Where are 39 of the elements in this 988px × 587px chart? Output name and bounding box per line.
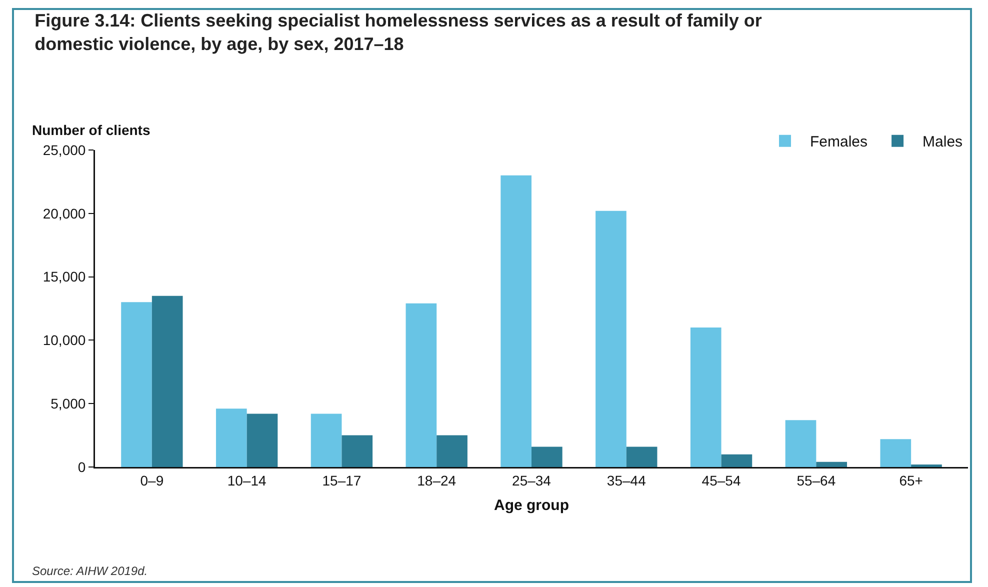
x-tick-label: 65+	[899, 472, 923, 488]
bar	[532, 446, 562, 467]
x-tick-label: 55–64	[796, 472, 836, 488]
bar	[121, 302, 152, 467]
y-tick-label: 25,000	[42, 142, 86, 158]
y-tick-label: 5,000	[50, 396, 86, 412]
x-tick-label: 35–44	[606, 472, 646, 488]
legend-label: Males	[922, 134, 963, 151]
bar	[816, 462, 848, 467]
bar	[406, 303, 437, 467]
bar	[785, 420, 816, 467]
x-tick-label: 15–17	[322, 472, 362, 488]
bar	[152, 296, 183, 467]
x-tick-label: 0–9	[140, 472, 164, 488]
y-tick-label: 20,000	[42, 205, 86, 222]
y-tick-label: 0	[78, 458, 86, 475]
x-tick-label: 10–14	[227, 472, 267, 488]
y-tick-label: 15,000	[42, 268, 86, 285]
chart-title: Figure 3.14: Clients seeking specialist homelessness services as a result of family or domestic violence, by age, by sex, 2017–18	[34, 10, 762, 54]
bar	[911, 464, 942, 467]
bar	[721, 454, 752, 467]
bar	[690, 328, 722, 467]
x-axis-title: Age group	[494, 497, 569, 514]
legend-label: Females	[810, 134, 868, 151]
y-axis-title: Number of clients	[32, 122, 150, 138]
bar	[626, 446, 658, 467]
bar	[880, 439, 912, 467]
bar	[216, 408, 247, 467]
bar	[596, 210, 626, 467]
bar	[246, 414, 278, 467]
x-tick-label: 25–34	[512, 472, 552, 488]
bar	[310, 414, 342, 467]
bar	[342, 435, 373, 467]
bar	[500, 175, 532, 467]
y-tick-label: 10,000	[42, 332, 86, 348]
x-tick-label: 18–24	[417, 472, 456, 488]
source-note: Source: AIHW 2019d.	[32, 564, 148, 578]
x-tick-label: 45–54	[702, 472, 741, 488]
bar	[436, 435, 468, 467]
